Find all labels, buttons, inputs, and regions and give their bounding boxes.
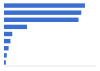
bar — [4, 60, 6, 64]
chart — [0, 0, 100, 71]
bar — [4, 18, 79, 22]
x-axis-line — [4, 66, 96, 67]
bar — [4, 46, 9, 50]
bars — [4, 3, 85, 64]
bar — [4, 32, 12, 36]
bar — [4, 39, 10, 43]
bar — [4, 10, 81, 14]
bar — [4, 3, 85, 7]
bar — [4, 53, 7, 57]
bar — [4, 25, 27, 29]
